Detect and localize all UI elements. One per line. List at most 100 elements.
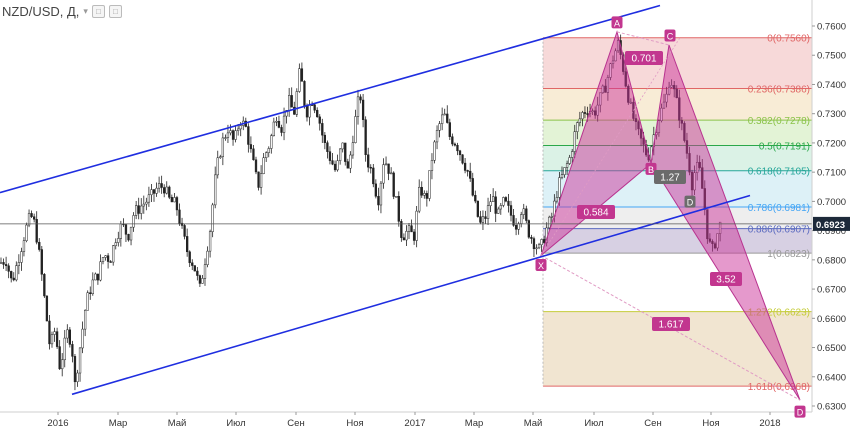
pattern-point-label: B — [648, 165, 654, 175]
candle-body — [446, 113, 449, 123]
candle-body — [203, 264, 207, 279]
candle-body — [58, 346, 61, 370]
pattern-xd-line — [540, 255, 801, 401]
candle-body — [339, 148, 342, 161]
candle-body — [20, 251, 23, 263]
price-tick-label: 0.7300 — [817, 109, 846, 120]
candle-body — [2, 262, 5, 265]
candle-body — [456, 144, 459, 152]
candle-body — [298, 68, 301, 92]
candle-body — [571, 151, 574, 158]
candle-body — [333, 163, 337, 171]
candle-body — [33, 216, 36, 220]
candle-body — [196, 270, 199, 276]
pattern-point-label: C — [667, 32, 674, 42]
trend-channel[interactable] — [0, 4, 751, 396]
candle-body — [336, 160, 339, 171]
candle-body — [573, 131, 576, 152]
symbol-title[interactable]: NZD/USD, Д, — [2, 3, 80, 19]
candle-body — [517, 223, 520, 230]
candle-body — [423, 193, 426, 196]
candle-body — [374, 183, 378, 197]
candle-body — [520, 214, 523, 224]
candle-body — [38, 241, 41, 250]
candle-body — [532, 238, 536, 249]
candle-body — [198, 275, 202, 284]
candle-body — [425, 193, 429, 199]
candle-body — [576, 122, 579, 132]
price-tick-label: 0.7500 — [817, 51, 846, 62]
candle-body — [379, 182, 383, 206]
candle-body — [188, 251, 191, 264]
candle-body — [382, 164, 385, 184]
close-square-icon[interactable]: □ — [108, 4, 122, 18]
candle-body — [581, 112, 584, 120]
candle-body — [499, 205, 502, 210]
pattern-point-label: D — [797, 408, 804, 418]
fib-level-label: 0.382(0.7278) — [748, 116, 810, 127]
candle-body — [535, 247, 538, 250]
candle-body — [211, 204, 214, 232]
candle-body — [458, 150, 462, 156]
candle-body — [435, 130, 439, 143]
candle-body — [275, 120, 278, 123]
chart-header: NZD/USD, Д, ▾ □ □ — [0, 0, 122, 22]
candle-body — [66, 329, 69, 339]
time-axis[interactable]: 2016 Мар Май Июл Сен Ноя 2017 Мар Май Июл Сен Ноя 20… — [0, 411, 850, 430]
candle-body — [226, 132, 230, 138]
fib-level-label: 0.886(0.6907) — [748, 225, 810, 236]
fib-level-label: 0.618(0.7105) — [748, 167, 810, 178]
candle-body — [10, 271, 13, 279]
time-tick-label: Май — [524, 418, 543, 429]
price-axis[interactable]: 0.7600 0.7500 0.7400 0.7300 0.7200 0.7100 0.70… — [811, 0, 850, 430]
candle-body — [443, 113, 446, 116]
candle-body — [308, 104, 311, 118]
candle-body — [476, 200, 480, 217]
settings-square-icon[interactable]: □ — [91, 4, 105, 18]
candle-body — [106, 255, 110, 262]
candle-body — [369, 166, 372, 169]
candle-body — [252, 148, 255, 161]
candle-body — [94, 273, 97, 281]
time-tick-label: Мар — [109, 418, 128, 429]
candle-body — [254, 159, 258, 173]
candle-body — [109, 261, 112, 263]
chevron-down-icon[interactable]: ▾ — [83, 5, 88, 16]
candle-body — [160, 183, 163, 188]
fib-level-label: 0(0.7560) — [767, 34, 810, 45]
candle-body — [486, 205, 490, 219]
candle-body — [280, 127, 283, 133]
candle-body — [262, 157, 265, 174]
candle-body — [0, 262, 3, 264]
price-tick-label: 0.7200 — [817, 138, 846, 149]
candle-body — [367, 154, 370, 168]
channel-upper-line — [0, 4, 661, 194]
candle-body — [415, 210, 418, 241]
candle-body — [328, 151, 332, 161]
candle-body — [428, 170, 431, 199]
pattern-point-box — [611, 16, 623, 29]
candle-body — [512, 215, 515, 226]
candle-body — [219, 156, 222, 159]
candle-body — [81, 328, 84, 349]
candle-body — [7, 265, 10, 272]
candle-body — [270, 135, 273, 149]
candle-body — [540, 239, 543, 246]
candle-body — [27, 213, 31, 226]
candle-body — [305, 105, 309, 118]
pattern-ratio-box — [625, 51, 663, 65]
candle-body — [563, 167, 566, 175]
candle-body — [76, 372, 79, 383]
candle-body — [140, 205, 143, 214]
candle-body — [206, 250, 209, 265]
candle-body — [321, 123, 324, 136]
candle-body — [35, 219, 38, 243]
candle-body — [15, 265, 18, 281]
candle-body — [568, 157, 571, 164]
candle-body — [504, 197, 508, 202]
candle-body — [410, 225, 413, 233]
time-tick-label: 2017 — [404, 418, 425, 429]
candle-body — [377, 196, 380, 206]
candle-body — [145, 201, 148, 205]
